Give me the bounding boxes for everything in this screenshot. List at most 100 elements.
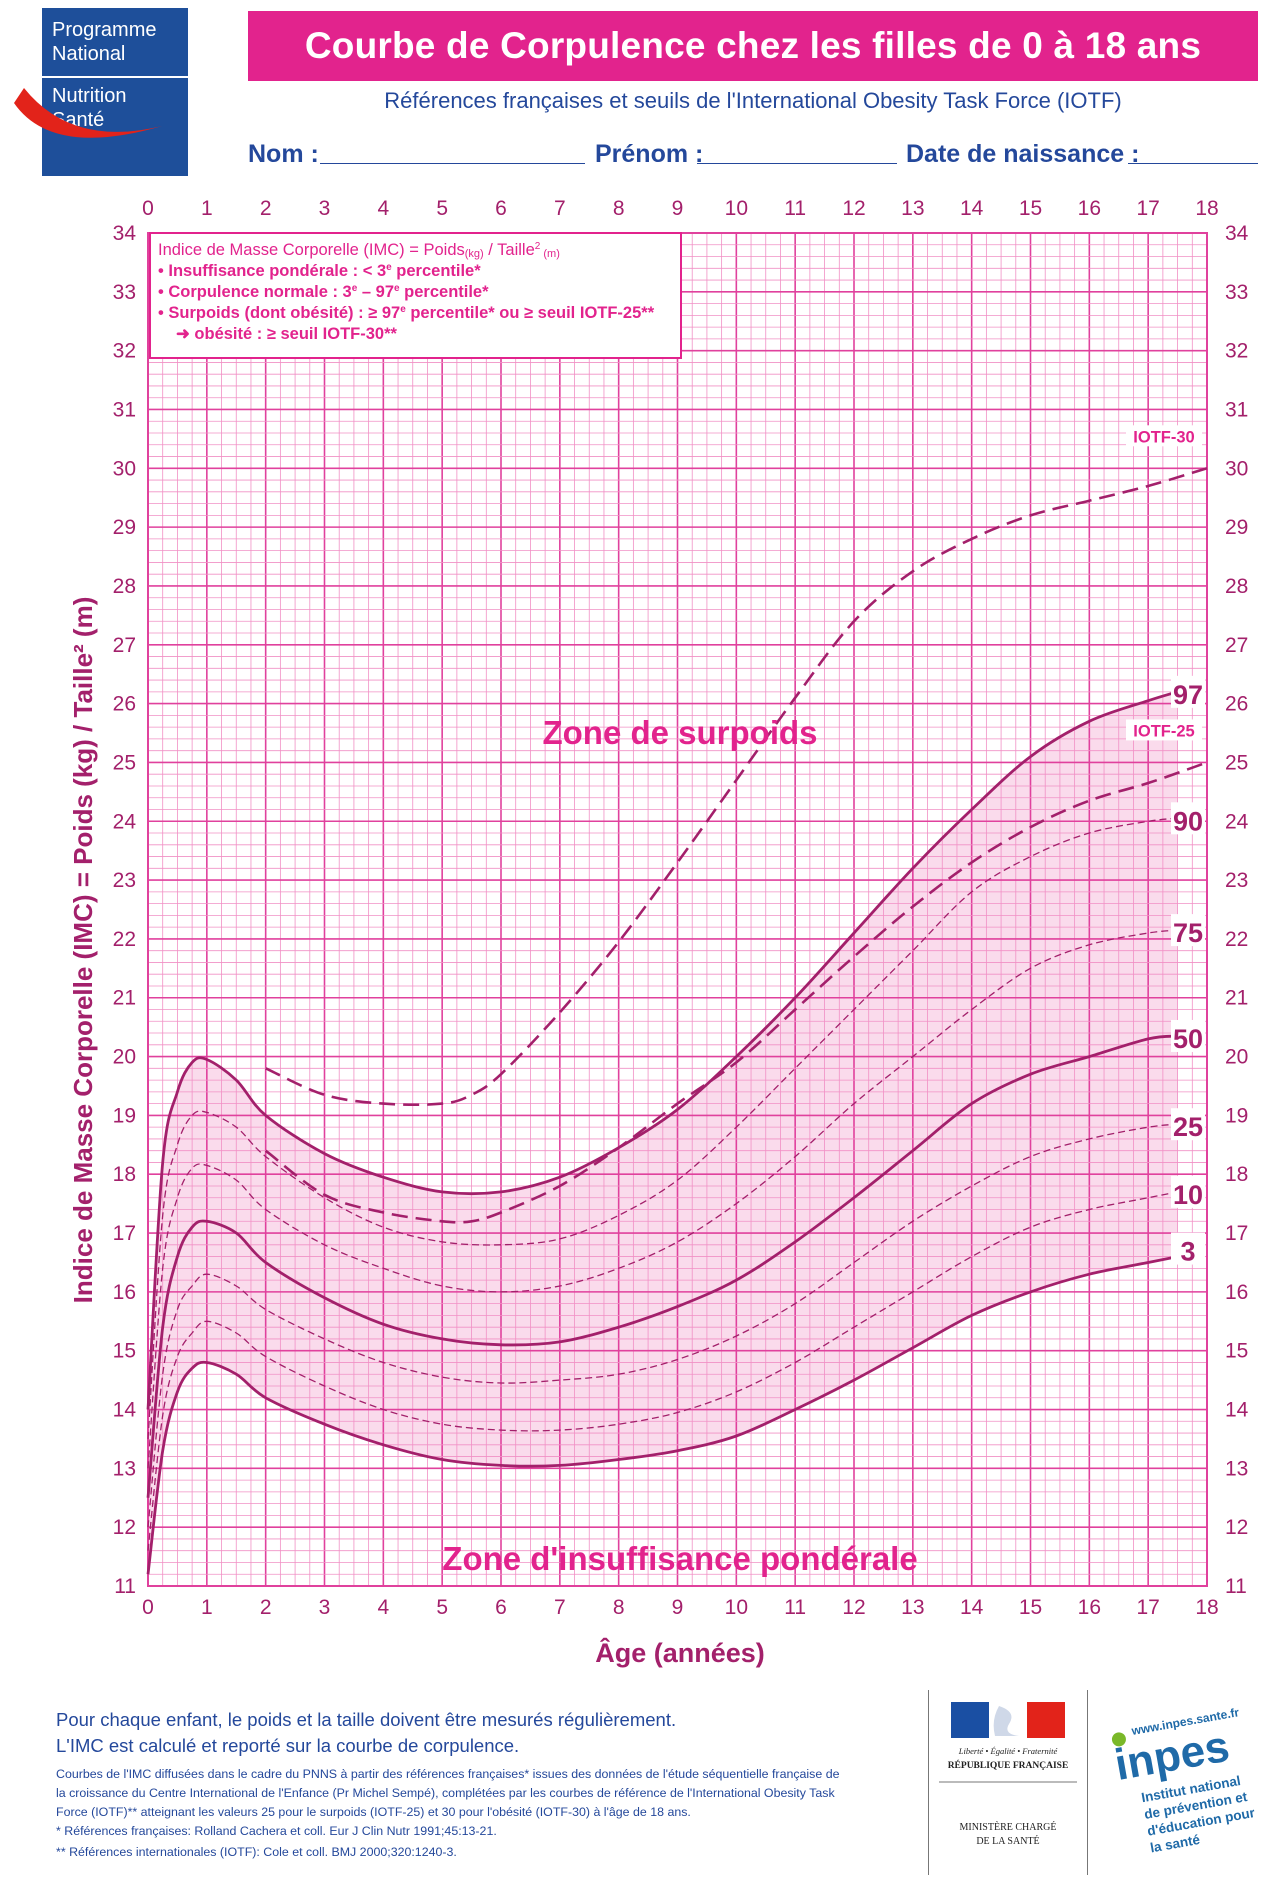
ministry-line-1: MINISTÈRE CHARGÉ (960, 1821, 1057, 1833)
curve-iotf-25 (264, 761, 1208, 1224)
y-tick-label-right: 18 (1225, 1163, 1248, 1186)
x-tick-label-bottom: 10 (725, 1596, 748, 1619)
y-tick-label-right: 21 (1225, 987, 1248, 1010)
date-naissance-field[interactable] (1128, 163, 1258, 164)
reference-iotf: ** Références internationales (IOTF): Co… (56, 1845, 457, 1859)
y-tick-label-left: 17 (113, 1222, 136, 1245)
y-tick-label-right: 27 (1225, 634, 1248, 657)
x-tick-label-bottom: 2 (260, 1596, 272, 1619)
x-tick-label-bottom: 6 (495, 1596, 507, 1619)
x-tick-label-top: 12 (842, 197, 865, 220)
sources-line-2: la croissance du Centre International de… (56, 1786, 835, 1800)
curve-label-bg (1171, 1232, 1205, 1265)
y-tick-label-left: 31 (113, 398, 136, 421)
title-banner: Courbe de Corpulence chez les filles de … (248, 11, 1258, 81)
y-tick-label-right: 32 (1225, 340, 1248, 363)
footer-line-2: L'IMC est calculé et reporté sur la cour… (56, 1735, 520, 1756)
x-tick-label-bottom: 5 (436, 1596, 448, 1619)
reference-french: * Références françaises: Rolland Cachera… (56, 1824, 497, 1838)
x-tick-label-top: 15 (1019, 197, 1042, 220)
curve-label-bg (1126, 719, 1202, 741)
x-tick-label-top: 18 (1195, 197, 1218, 220)
x-axis-title: Âge (années) (595, 1637, 765, 1668)
x-tick-label-bottom: 18 (1195, 1596, 1218, 1619)
y-tick-label-right: 33 (1225, 281, 1248, 304)
sources-line-1: Courbes de l'IMC diffusées dans le cadre… (56, 1767, 840, 1781)
x-tick-label-bottom: 9 (672, 1596, 684, 1619)
y-tick-label-right: 17 (1225, 1222, 1248, 1245)
y-tick-label-left: 16 (113, 1281, 136, 1304)
x-tick-label-bottom: 14 (960, 1596, 984, 1619)
curve-label-bg (1171, 802, 1205, 835)
zone-insuffisance-label: Zone d'insuffisance pondérale (442, 1540, 917, 1577)
curve-labels: 3 10 25 50 75 90 97 IOTF-25 IOTF-30 (1126, 425, 1205, 1267)
zone-surpoids-label: Zone de surpoids (542, 714, 817, 751)
x-tick-label-top: 4 (377, 197, 389, 220)
y-tick-label-right: 20 (1225, 1046, 1248, 1069)
curve-label-p90: 90 (1173, 806, 1203, 836)
x-tick-label-bottom: 13 (901, 1596, 924, 1619)
x-tick-label-bottom: 1 (201, 1596, 213, 1619)
curve-10 (147, 1191, 1178, 1551)
nom-label: Nom : (248, 140, 319, 168)
marianne-icon (993, 1706, 1019, 1736)
axis-ticks: 0011223344556677889910101111121213131414… (113, 197, 1249, 1619)
y-tick-label-left: 18 (113, 1163, 136, 1186)
curve-label-p75: 75 (1173, 918, 1203, 948)
curve-75 (147, 929, 1178, 1469)
y-tick-label-right: 22 (1225, 928, 1248, 951)
nom-field[interactable] (320, 163, 585, 164)
y-axis-title: Indice de Masse Corporelle (IMC) = Poids… (68, 597, 98, 1304)
legend-box: Indice de Masse Corporelle (IMC) = Poids… (149, 232, 682, 359)
y-tick-label-left: 13 (113, 1457, 136, 1480)
inpes-dot-icon (1111, 1732, 1126, 1747)
x-tick-label-top: 7 (554, 197, 566, 220)
x-tick-label-top: 10 (725, 197, 748, 220)
pnns-line-1: Programme (52, 19, 156, 41)
curve-90 (147, 817, 1178, 1439)
x-tick-label-top: 13 (901, 197, 924, 220)
y-tick-label-right: 16 (1225, 1281, 1248, 1304)
inpes-logo: www.inpes.sante.fr inpes Institut nation… (1110, 1705, 1278, 1870)
curve-label-iotf-30: IOTF-30 (1133, 428, 1194, 446)
legend-line-1: Indice de Masse Corporelle (IMC) = Poids… (158, 241, 560, 260)
rf-motto: Liberté • Égalité • Fraternité (958, 1746, 1059, 1756)
bmi-chart: 0011223344556677889910101111121213131414… (68, 197, 1249, 1668)
curve-label-p3: 3 (1180, 1237, 1195, 1267)
y-tick-label-left: 21 (113, 987, 136, 1010)
x-tick-label-top: 6 (495, 197, 507, 220)
x-tick-label-bottom: 4 (377, 1596, 389, 1619)
y-tick-label-left: 30 (113, 457, 136, 480)
curve-50 (146, 1034, 1178, 1498)
x-tick-label-bottom: 3 (319, 1596, 331, 1619)
curve-label-bg (1171, 1175, 1205, 1208)
x-tick-label-bottom: 8 (613, 1596, 625, 1619)
curve-label-bg (1171, 675, 1205, 708)
x-tick-label-bottom: 17 (1136, 1596, 1159, 1619)
y-tick-label-left: 26 (113, 693, 136, 716)
footer-sources: Courbes de l'IMC diffusées dans le cadre… (56, 1765, 886, 1822)
y-tick-label-left: 32 (113, 340, 136, 363)
x-tick-label-top: 1 (201, 197, 213, 220)
page-title: Courbe de Corpulence chez les filles de … (304, 25, 1202, 66)
curve-iotf-30 (265, 467, 1208, 1107)
date-naissance-label: Date de naissance : (906, 140, 1140, 168)
x-tick-label-top: 8 (613, 197, 625, 220)
curve-label-bg (1171, 1019, 1205, 1052)
curve-label-p25: 25 (1173, 1112, 1203, 1142)
legend-line-3: • Corpulence normale : 3e – 97e percenti… (158, 283, 489, 301)
curve-label-p97: 97 (1173, 680, 1203, 710)
prenom-field[interactable] (697, 163, 897, 164)
pnns-line-3: Nutrition (52, 85, 126, 107)
y-tick-label-right: 15 (1225, 1340, 1248, 1363)
x-tick-label-top: 14 (960, 197, 984, 220)
y-tick-label-left: 25 (113, 751, 136, 774)
x-tick-label-top: 0 (142, 197, 154, 220)
x-tick-label-top: 5 (436, 197, 448, 220)
page-subtitle: Références françaises et seuils de l'Int… (384, 88, 1122, 113)
curve-label-p50: 50 (1173, 1024, 1203, 1054)
y-tick-label-right: 28 (1225, 575, 1248, 598)
y-tick-label-left: 19 (113, 1104, 136, 1127)
curve-label-bg (1171, 914, 1205, 947)
y-tick-label-left: 33 (113, 281, 136, 304)
